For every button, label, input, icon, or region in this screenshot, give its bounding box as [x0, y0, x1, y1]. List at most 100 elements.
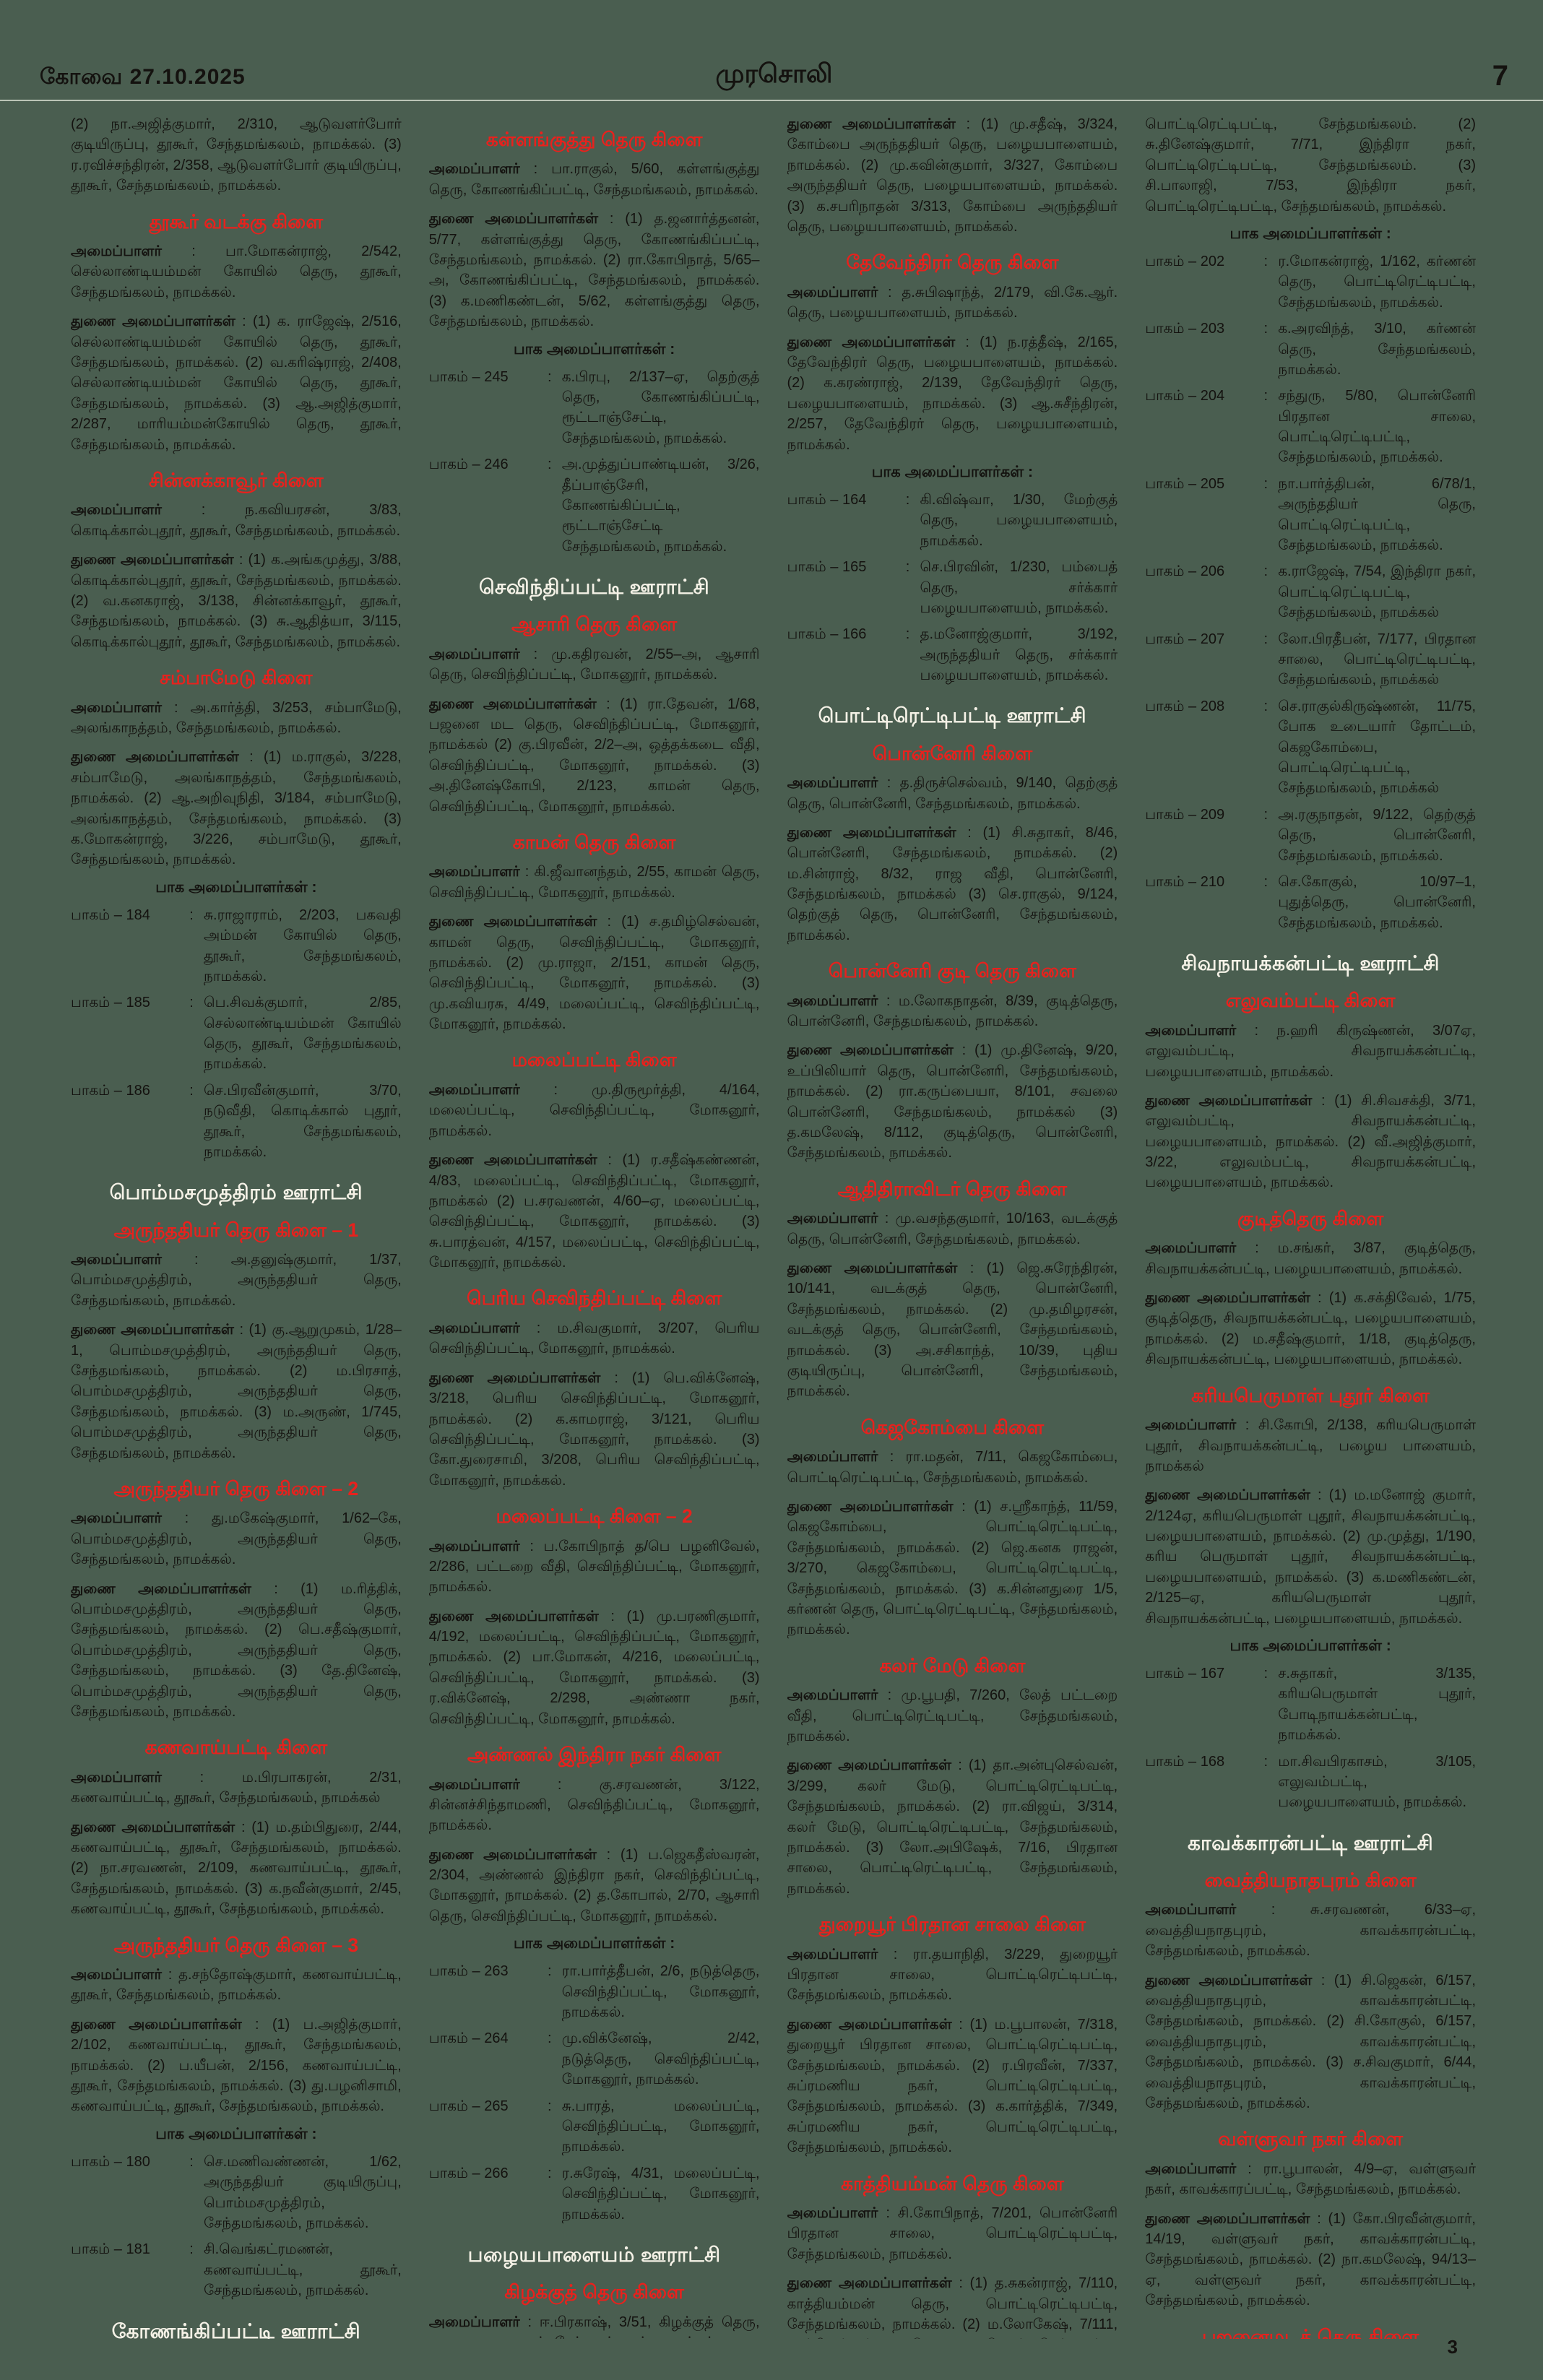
part-organizers-label: பாக அமைப்பாளர்கள் : [871, 463, 1034, 480]
organizer-paragraph: துணை அமைப்பாளர்கள் : (1) ம.ராகுல், 3/228… [71, 749, 402, 868]
branch-heading: அண்ணல் இந்திரா நகர் கிளை [467, 1744, 722, 1766]
organizer-paragraph: துணை அமைப்பாளர்கள் : (1) மு.பரணிகுமார், … [428, 1608, 760, 1727]
organizer-paragraph: துணை அமைப்பாளர்கள் : (1) சி.ஜெகன், 6/157… [1145, 1972, 1476, 2111]
header-divider [0, 100, 1543, 101]
paragraph-lead: அமைப்பாளர் [787, 2205, 886, 2222]
part-entry: பாகம் – 246: அ.முத்துப்பாண்டியன், 3/26, த… [429, 454, 760, 557]
paragraph-lead: அமைப்பாளர் [787, 1946, 894, 1963]
organizer-paragraph: அமைப்பாளர் : ரா.பூபாலன், 4/9–ஏ, வள்ளுவர்… [1145, 2160, 1476, 2198]
branch-heading: அருந்ததியர் தெரு கிளை – 1 [113, 1219, 359, 1241]
part-text: ர.மோகன்ராஜ், 1/162, கர்ணன் தெரு, பொட்டிர… [1278, 253, 1476, 311]
part-number: பாகம் – 209 [1145, 806, 1225, 823]
organizer-paragraph: அமைப்பாளர் : த.சந்தோஷ்குமார், கணவாய்பட்ட… [71, 1967, 402, 2004]
part-text: சந்துரு, 5/80, பொன்னேரி பிரதான சாலை, பொட… [1278, 388, 1476, 466]
organizer-paragraph: அமைப்பாளர் : கி.ஜீவானந்தம், 2/55, காமன் … [428, 864, 760, 901]
organizer-paragraph: அமைப்பாளர் : சி.கோபிநாத், 7/201, பொன்னேர… [787, 2205, 1118, 2262]
panchayat-heading: பழையபாளையம் ஊராட்சி [467, 2243, 721, 2266]
panchayat-heading: காவக்காரன்பட்டி ஊராட்சி [1188, 1831, 1434, 1854]
organizer-paragraph: அமைப்பாளர் : து.மகேஷ்குமார், 1/62–கே, பொ… [71, 1510, 402, 1568]
paragraph-lead: அமைப்பாளர் [428, 1538, 530, 1554]
organizer-paragraph: அமைப்பாளர் : ரா.மதன், 7/11, கெஜகோம்பை, ப… [787, 1449, 1118, 1486]
organizer-paragraph: அமைப்பாளர் : சி.கோபி, 2/138, கரியபெருமாள… [1145, 1417, 1476, 1474]
branch-heading: கிழக்குத் தெரு கிளை [504, 2281, 684, 2303]
paragraph-lead: துணை அமைப்பாளர்கள் [1145, 1972, 1321, 1989]
part-colon: : [1263, 475, 1268, 492]
organizer-paragraph: அமைப்பாளர் : மு.திருமூர்த்தி, 4/164, மலை… [428, 1081, 760, 1139]
part-text: அ.முத்துப்பாண்டியன், 3/26, தீப்பாஞ்சேரி,… [561, 456, 760, 555]
branch-heading: மலைப்பட்டி கிளை [511, 1049, 677, 1071]
part-number: பாகம் – 205 [1145, 475, 1225, 492]
part-text: லோ.பிரதீபன், 7/177, பிரதான சாலை, பொட்டிர… [1278, 631, 1476, 688]
paragraph-lead: அமைப்பாளர் [1145, 1417, 1245, 1434]
paragraph-lead: அமைப்பாளர் [428, 646, 534, 662]
branch-heading: கள்ளங்குத்து தெரு கிளை [485, 129, 703, 150]
body-paragraph: பொட்டிரெட்டிபட்டி, சேந்தமங்கலம். (2) சு.… [1145, 116, 1476, 215]
branch-heading: சின்னக்காவூர் கிளை [149, 469, 324, 491]
organizer-paragraph: துணை அமைப்பாளர்கள் : (1) க. ராஜேஷ், 2/51… [71, 313, 402, 453]
paragraph-lead: துணை அமைப்பாளர்கள் [787, 824, 968, 841]
organizer-paragraph: துணை அமைப்பாளர்கள் : (1) மு.தினேஷ், 9/20… [787, 1042, 1118, 1161]
paragraph-lead: துணை அமைப்பாளர்கள் [71, 1580, 275, 1597]
part-number: பாகம் – 265 [428, 2098, 509, 2114]
part-number: பாகம் – 245 [428, 368, 509, 385]
part-text: செ.பிரவீன்குமார், 3/70, நடுவீதி, கொடிக்க… [204, 1082, 402, 1161]
part-colon: : [1263, 1666, 1268, 1682]
part-entry: பாகம் – 202: ர.மோகன்ராஜ், 1/162, கர்ணன் த… [1145, 251, 1476, 313]
organizer-paragraph: துணை அமைப்பாளர்கள் : (1) ம.மனோஜ் குமார்,… [1145, 1487, 1476, 1627]
part-text: கி.விஷ்வா, 1/30, மேற்குத் தெரு, பழையபாளை… [920, 491, 1118, 549]
organizer-paragraph: அமைப்பாளர் : மு.கதிரவன், 2/55–அ, ஆசாரி த… [428, 646, 760, 683]
part-entry: பாகம் – 207: லோ.பிரதீபன், 7/177, பிரதான ச… [1145, 629, 1476, 691]
part-number: பாகம் – 246 [428, 456, 509, 473]
paragraph-lead: துணை அமைப்பாளர்கள் [71, 552, 239, 568]
organizer-paragraph: அமைப்பாளர் : பா.மோகன்ராஜ், 2/542, செல்லா… [71, 243, 402, 300]
part-text: சி.வெங்கட்ரமணன், கணவாய்பட்டி, தூகூர், சே… [204, 2241, 402, 2299]
bottom-page-number: 3 [1447, 2336, 1458, 2358]
paragraph-lead: அமைப்பாளர் [428, 1320, 537, 1336]
organizer-paragraph: அமைப்பாளர் : ம.லோகநாதன், 8/39, குடித்தெர… [787, 992, 1118, 1030]
organizer-paragraph: துணை அமைப்பாளர்கள் : (1) த.ஜனார்த்தனன், … [428, 211, 760, 330]
paragraph-lead: அமைப்பாளர் [428, 1081, 554, 1098]
organizer-paragraph: அமைப்பாளர் : த.சுபிஷாந்த், 2/179, வி.கே.… [787, 284, 1118, 321]
branch-heading: குடித்தெரு கிளை [1237, 1207, 1384, 1229]
paragraph-lead: அமைப்பாளர் [787, 1687, 888, 1704]
branch-heading: அருந்ததியர் தெரு கிளை – 2 [113, 1477, 359, 1500]
branch-heading: கெஜகோம்பை கிளை [860, 1416, 1045, 1438]
paragraph-lead: துணை அமைப்பாளர்கள் [71, 2016, 256, 2033]
part-entry: பாகம் – 210: செ.கோகுல், 10/97–1, புதுத்தெ… [1145, 872, 1476, 933]
panchayat-heading: பொட்டிரெட்டிபட்டி ஊராட்சி [818, 704, 1087, 727]
part-text: ரா.பார்த்தீபன், 2/6, நடுத்தெரு, செவிந்தி… [561, 1963, 760, 2021]
organizer-paragraph: துணை அமைப்பாளர்கள் : (1) சி.சிவசக்தி, 3/… [1145, 1092, 1476, 1191]
paragraph-lead: துணை அமைப்பாளர்கள் [428, 1846, 607, 1863]
organizer-paragraph: துணை அமைப்பாளர்கள் : (1) ப.அஜித்குமார், … [71, 2016, 402, 2115]
part-entry: பாகம் – 206: க.ராஜேஷ், 7/54, இந்திரா நகர்… [1145, 561, 1476, 623]
part-colon: : [1263, 388, 1268, 404]
paragraph-lead: அமைப்பாளர் [787, 1211, 885, 1227]
part-text: மா.சிவபிரகாசம், 3/105, எலுவம்பட்டி, பழைய… [1278, 1753, 1476, 1811]
paragraph-lead: துணை அமைப்பாளர்கள் [787, 334, 966, 350]
branch-heading: தேவேந்திரர் தெரு கிளை [846, 251, 1059, 274]
branch-heading: ஆதிதிராவிடர் தெரு கிளை [837, 1177, 1068, 1200]
paragraph-lead: அமைப்பாளர் [1145, 1022, 1255, 1039]
organizer-paragraph: அமைப்பாளர் : மு.வசந்தகுமார், 10/163, வடக… [787, 1211, 1118, 1247]
organizer-paragraph: அமைப்பாளர் : அ.கார்த்தி, 3/253, சம்பாமேட… [71, 699, 402, 736]
part-colon: : [189, 1082, 194, 1099]
organizer-paragraph: துணை அமைப்பாளர்கள் : (1) ம.தம்பிதுரை, 2/… [71, 1819, 402, 1918]
organizer-paragraph: துணை அமைப்பாளர்கள் : (1) சி.சுதாகர், 8/4… [787, 824, 1118, 943]
organizer-paragraph: துணை அமைப்பாளர்கள் : (1) ர.சதீஷ்கண்ணன், … [428, 1152, 760, 1271]
column-1: (2) நா.அஜித்குமார், 2/310, ஆடுவளர்போர் க… [71, 114, 402, 2339]
organizer-paragraph: அமைப்பாளர் : பா.ராகுல், 5/60, கள்ளங்குத்… [428, 161, 760, 198]
paragraph-lead: அமைப்பாளர் [428, 1776, 558, 1793]
part-entry: பாகம் – 184: சு.ராஜாராம், 2/203, பகவதி அம… [71, 905, 402, 987]
part-organizers-label: பாக அமைப்பாளர்கள் : [155, 2125, 317, 2142]
part-colon: : [1263, 698, 1268, 714]
part-text: ர.சுரேஷ், 4/31, மலைப்பட்டி, செவிந்திப்பட… [561, 2165, 760, 2223]
part-number: பாகம் – 264 [428, 2030, 509, 2047]
paragraph-lead: துணை அமைப்பாளர்கள் [428, 211, 610, 228]
part-text: செ.பிரவின், 1/230, பம்பைத் தெரு, சர்க்கா… [920, 559, 1118, 616]
part-colon: : [547, 2165, 552, 2181]
paragraph-lead: துணை அமைப்பாளர்கள் [787, 1260, 970, 1277]
part-number: பாகம் – 206 [1145, 563, 1225, 580]
part-entry: பாகம் – 167: ச.சுதாகர், 3/135, கரியபெருமா… [1145, 1663, 1476, 1746]
organizer-paragraph: அமைப்பாளர் : சு.சரவணன், 6/33–ஏ, வைத்தியந… [1145, 1902, 1476, 1960]
organizer-paragraph: துணை அமைப்பாளர்கள் : (1) தா.அன்புசெல்வன்… [787, 1757, 1118, 1897]
